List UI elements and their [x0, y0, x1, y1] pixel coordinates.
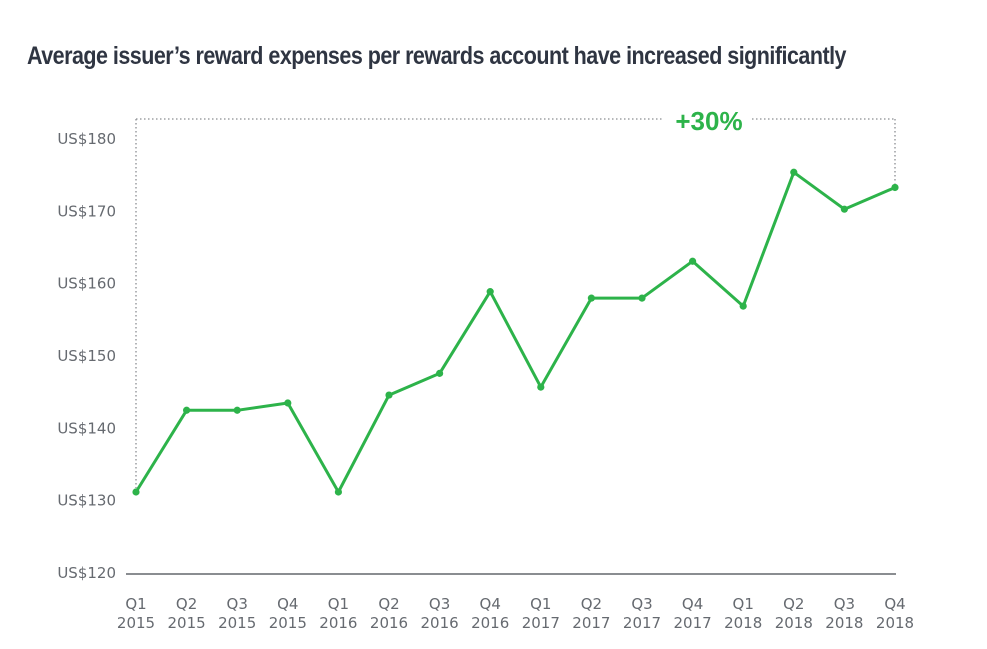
x-tick-label: Q3 2017	[623, 595, 661, 632]
data-point	[790, 168, 798, 176]
x-tick-label: Q3 2018	[825, 595, 863, 632]
y-axis: US$120 US$130 US$140 US$150 US$160 US$170 US$1…	[57, 130, 116, 582]
x-tick-label: Q2 2016	[370, 595, 408, 632]
y-tick-label: US$130	[57, 492, 116, 510]
x-tick-label: Q1 2016	[319, 595, 357, 632]
x-tick-label: Q3 2015	[218, 595, 256, 632]
data-point	[840, 205, 849, 213]
data-point	[587, 294, 596, 302]
data-point	[385, 391, 393, 399]
x-tick-label: Q4 2018	[876, 595, 914, 632]
y-tick-label: US$140	[57, 419, 116, 437]
x-tick-label: Q2 2017	[572, 595, 610, 632]
data-point	[233, 406, 241, 414]
data-point	[183, 406, 191, 414]
x-tick-label: Q4 2015	[269, 595, 307, 632]
x-tick-label: Q1 2018	[724, 595, 762, 632]
x-tick-label: Q4 2016	[471, 595, 509, 632]
data-point	[284, 399, 292, 407]
data-point	[689, 257, 697, 265]
data-point	[891, 183, 899, 192]
growth-bracket: +30%	[135, 106, 896, 488]
data-series	[132, 168, 899, 496]
data-point	[638, 294, 646, 302]
x-tick-label: Q2 2018	[775, 595, 813, 632]
data-point	[132, 488, 140, 496]
x-tick-label: Q1 2017	[522, 595, 560, 632]
series-line	[134, 170, 896, 494]
y-tick-label: US$160	[57, 275, 116, 293]
chart-title: Average issuer’s reward expenses per rew…	[27, 42, 847, 70]
x-tick-label: Q3 2016	[421, 595, 459, 632]
y-tick-label: US$120	[57, 564, 116, 582]
x-tick-label: Q2 2015	[168, 595, 206, 632]
data-point	[739, 302, 747, 310]
y-tick-label: US$150	[57, 347, 116, 365]
y-tick-label: US$170	[57, 202, 116, 220]
data-point	[537, 383, 545, 391]
data-point	[436, 369, 444, 377]
y-tick-label: US$180	[57, 130, 116, 148]
data-point	[334, 488, 342, 496]
x-tick-label: Q4 2017	[674, 595, 712, 632]
x-axis: Q1 2015 Q2 2015 Q3 2015 Q4 2015 Q1 2016 Q2 2016 Q3 20…	[117, 595, 914, 632]
x-tick-label: Q1 2015	[117, 595, 155, 632]
growth-annotation-label: +30%	[675, 106, 742, 136]
data-point	[486, 288, 494, 296]
